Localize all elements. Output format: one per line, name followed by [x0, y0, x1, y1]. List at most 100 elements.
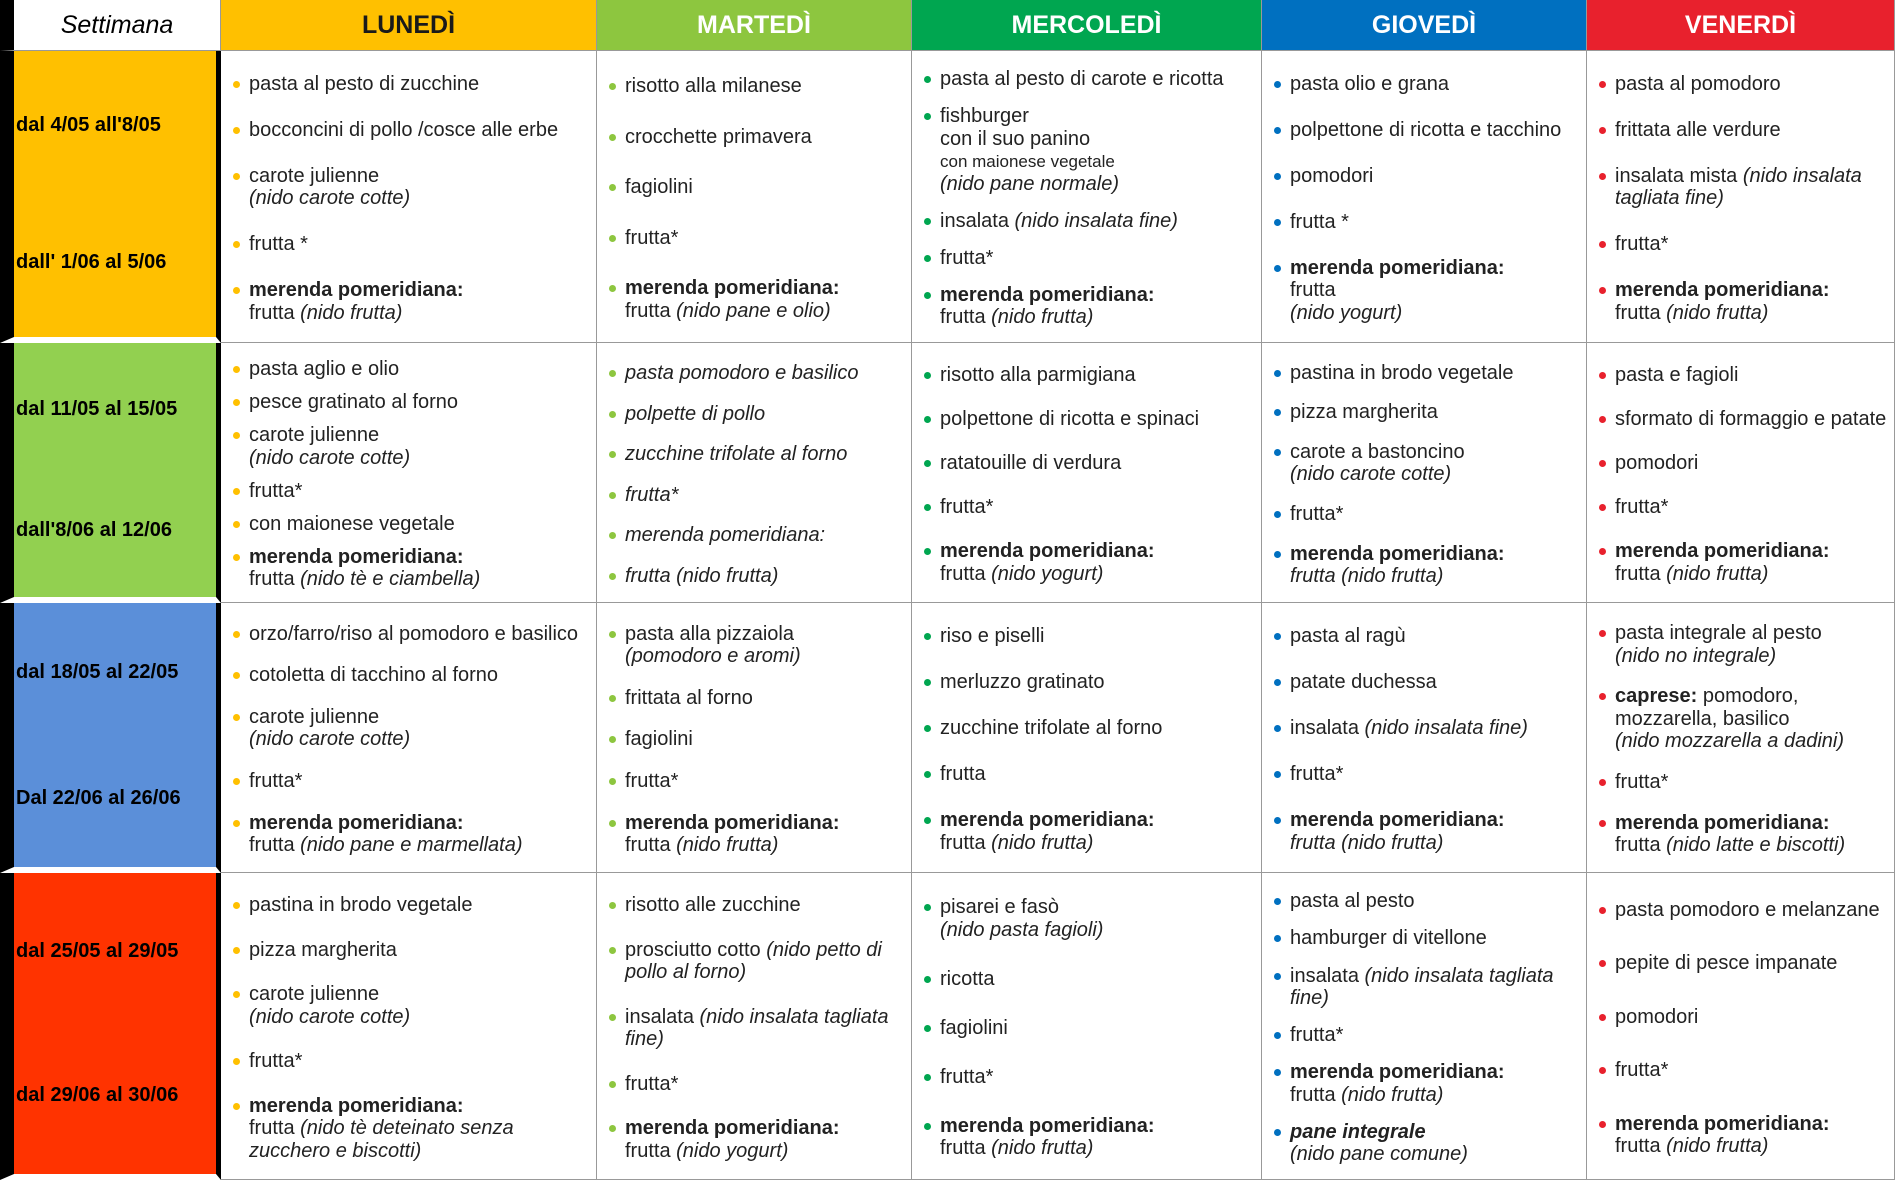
- item-text: pasta e fagioli: [1615, 363, 1739, 386]
- menu-item: hamburger di vitellone: [1272, 927, 1580, 949]
- week-label: dall' 1/06 al 5/06: [16, 251, 167, 273]
- bullet: [1599, 415, 1606, 423]
- menu-item: ratatouille di verdura: [922, 452, 1255, 474]
- menu-item: fagiolini: [607, 176, 905, 198]
- item-text: frutta*: [249, 1050, 303, 1073]
- item-text: frutta: [1615, 301, 1661, 324]
- menu-item: merenda pomeridiana: frutta (nido frutta): [1597, 279, 1888, 324]
- item-text: (nido frutta): [1666, 301, 1769, 324]
- item-text: frutta*: [625, 769, 679, 792]
- item-text: frutta*: [940, 496, 994, 519]
- menu-item: polpettone di ricotta e spinaci: [922, 408, 1255, 430]
- menu-item: frittata alle verdure: [1597, 119, 1888, 141]
- item-text: carote julienne: [249, 983, 380, 1006]
- bullet: [924, 504, 931, 512]
- week-label: dal 25/05 al 29/05: [16, 939, 179, 962]
- menu-cell: pasta olio e grana polpettone di ricotta …: [1262, 51, 1587, 343]
- bullet: [1599, 779, 1606, 787]
- bullet: [1599, 630, 1606, 638]
- bullet: [1599, 504, 1606, 512]
- item-text: insalata: [1290, 964, 1359, 987]
- item-text: frutta *: [1290, 210, 1349, 233]
- item-text: orzo/farro/riso al pomodoro e basilico: [249, 622, 579, 645]
- item-text: zucchine trifolate al forno: [940, 717, 1163, 740]
- item-text: frutta (nido frutta): [1290, 564, 1444, 587]
- item-text: frutta: [249, 568, 295, 591]
- menu-item: pasta pomodoro e basilico: [607, 362, 905, 384]
- menu-item: frutta*: [231, 480, 590, 502]
- item-text: merenda pomeridiana:: [625, 524, 826, 547]
- bullet: [1599, 126, 1606, 134]
- menu-item: zucchine trifolate al forno: [607, 443, 905, 465]
- bullet: [609, 902, 616, 910]
- week-cell: dal 11/05 al 15/05 dall'8/06 al 12/06: [0, 343, 221, 603]
- bullet: [609, 694, 616, 702]
- item-text: (nido tè e ciambella): [300, 568, 481, 591]
- bullet: [609, 1080, 616, 1088]
- bullet: [233, 399, 240, 407]
- menu-cell: pastina in brodo vegetale pizza margherit…: [1262, 343, 1587, 603]
- bullet: [1274, 972, 1281, 980]
- item-text: frutta: [249, 833, 295, 856]
- menu-cell: pisarei e fasò (nido pasta fagioli) ricott…: [912, 873, 1262, 1180]
- item-text: (nido frutta): [991, 831, 1094, 854]
- item-text: fagiolini: [625, 728, 693, 751]
- menu-item: pastina in brodo vegetale: [1272, 362, 1580, 384]
- menu-item: carote julienne (nido carote cotte): [231, 424, 590, 469]
- menu-item: insalata (nido insalata fine): [922, 210, 1255, 232]
- menu-cell: pasta pomodoro e melanzane pepite di pesc…: [1587, 873, 1895, 1180]
- item-text: frutta: [1615, 834, 1661, 857]
- bullet: [924, 371, 931, 379]
- menu-item: frutta (nido frutta): [607, 565, 905, 587]
- menu-item: pomodori: [1272, 165, 1580, 187]
- item-text: (nido yogurt): [1290, 301, 1403, 324]
- menu-cell: pasta e fagioli sformato di formaggio e p…: [1587, 343, 1895, 603]
- menu-item: carote a bastoncino (nido carote cotte): [1272, 441, 1580, 486]
- item-text: merenda pomeridiana:: [940, 540, 1155, 563]
- item-text: pomodori: [1615, 1005, 1699, 1028]
- item-text: (nido insalata fine): [1014, 209, 1178, 232]
- bullet: [1274, 550, 1281, 558]
- menu-item: crocchette primavera: [607, 126, 905, 148]
- menu-cell: risotto alle zucchine prosciutto cotto (n…: [597, 873, 912, 1180]
- item-text: (nido mozzarella a dadini): [1615, 730, 1845, 753]
- menu-item: insalata (nido insalata tagliata fine): [607, 1006, 905, 1051]
- item-text: frutta*: [1615, 771, 1669, 794]
- menu-item: fagiolini: [922, 1017, 1255, 1039]
- bullet: [1274, 126, 1281, 134]
- item-text: (pomodoro e aromi): [625, 645, 801, 668]
- bullet: [924, 254, 931, 262]
- menu-item: merenda pomeridiana: frutta (nido frutta): [1597, 540, 1888, 585]
- item-text: (nido pane comune): [1290, 1143, 1468, 1166]
- item-text: pasta aglio e olio: [249, 358, 400, 381]
- item-text: merenda pomeridiana:: [625, 1117, 840, 1140]
- item-text: (nido yogurt): [676, 1139, 789, 1162]
- item-text: frutta: [625, 299, 671, 322]
- bullet: [1274, 172, 1281, 180]
- item-text: (nido tè deteinato senza zucchero e bisc…: [249, 1117, 514, 1162]
- bullet: [233, 520, 240, 528]
- menu-item: pizza margherita: [231, 939, 590, 961]
- menu-item: frutta*: [922, 1066, 1255, 1088]
- item-text: insalata: [625, 1005, 694, 1028]
- menu-item: pasta al pesto di carote e ricotta: [922, 68, 1255, 90]
- item-text: zucchine trifolate al forno: [625, 443, 848, 466]
- bullet: [924, 76, 931, 84]
- item-text: frutta: [249, 301, 295, 324]
- item-text: (nido pane e marmellata): [300, 833, 523, 856]
- item-text: (nido carote cotte): [249, 728, 411, 751]
- menu-item: frutta*: [1272, 1024, 1580, 1046]
- bullet: [1274, 1032, 1281, 1040]
- item-text: merenda pomeridiana:: [625, 811, 840, 834]
- bullet: [233, 902, 240, 910]
- bullet: [1274, 935, 1281, 943]
- item-text: frutta *: [249, 233, 308, 256]
- item-text: (nido carote cotte): [249, 446, 411, 469]
- menu-item: fishburger con il suo panino con maionese …: [922, 105, 1255, 195]
- item-text: pasta pomodoro e basilico: [625, 362, 859, 385]
- menu-item: merenda pomeridiana: frutta (nido tè dete…: [231, 1095, 590, 1162]
- item-text: con maionese vegetale: [249, 512, 455, 535]
- menu-item: riso e piselli: [922, 625, 1255, 647]
- week-cell: dal 25/05 al 29/05 dal 29/06 al 30/06: [0, 873, 221, 1180]
- menu-item: pomodori: [1597, 1006, 1888, 1028]
